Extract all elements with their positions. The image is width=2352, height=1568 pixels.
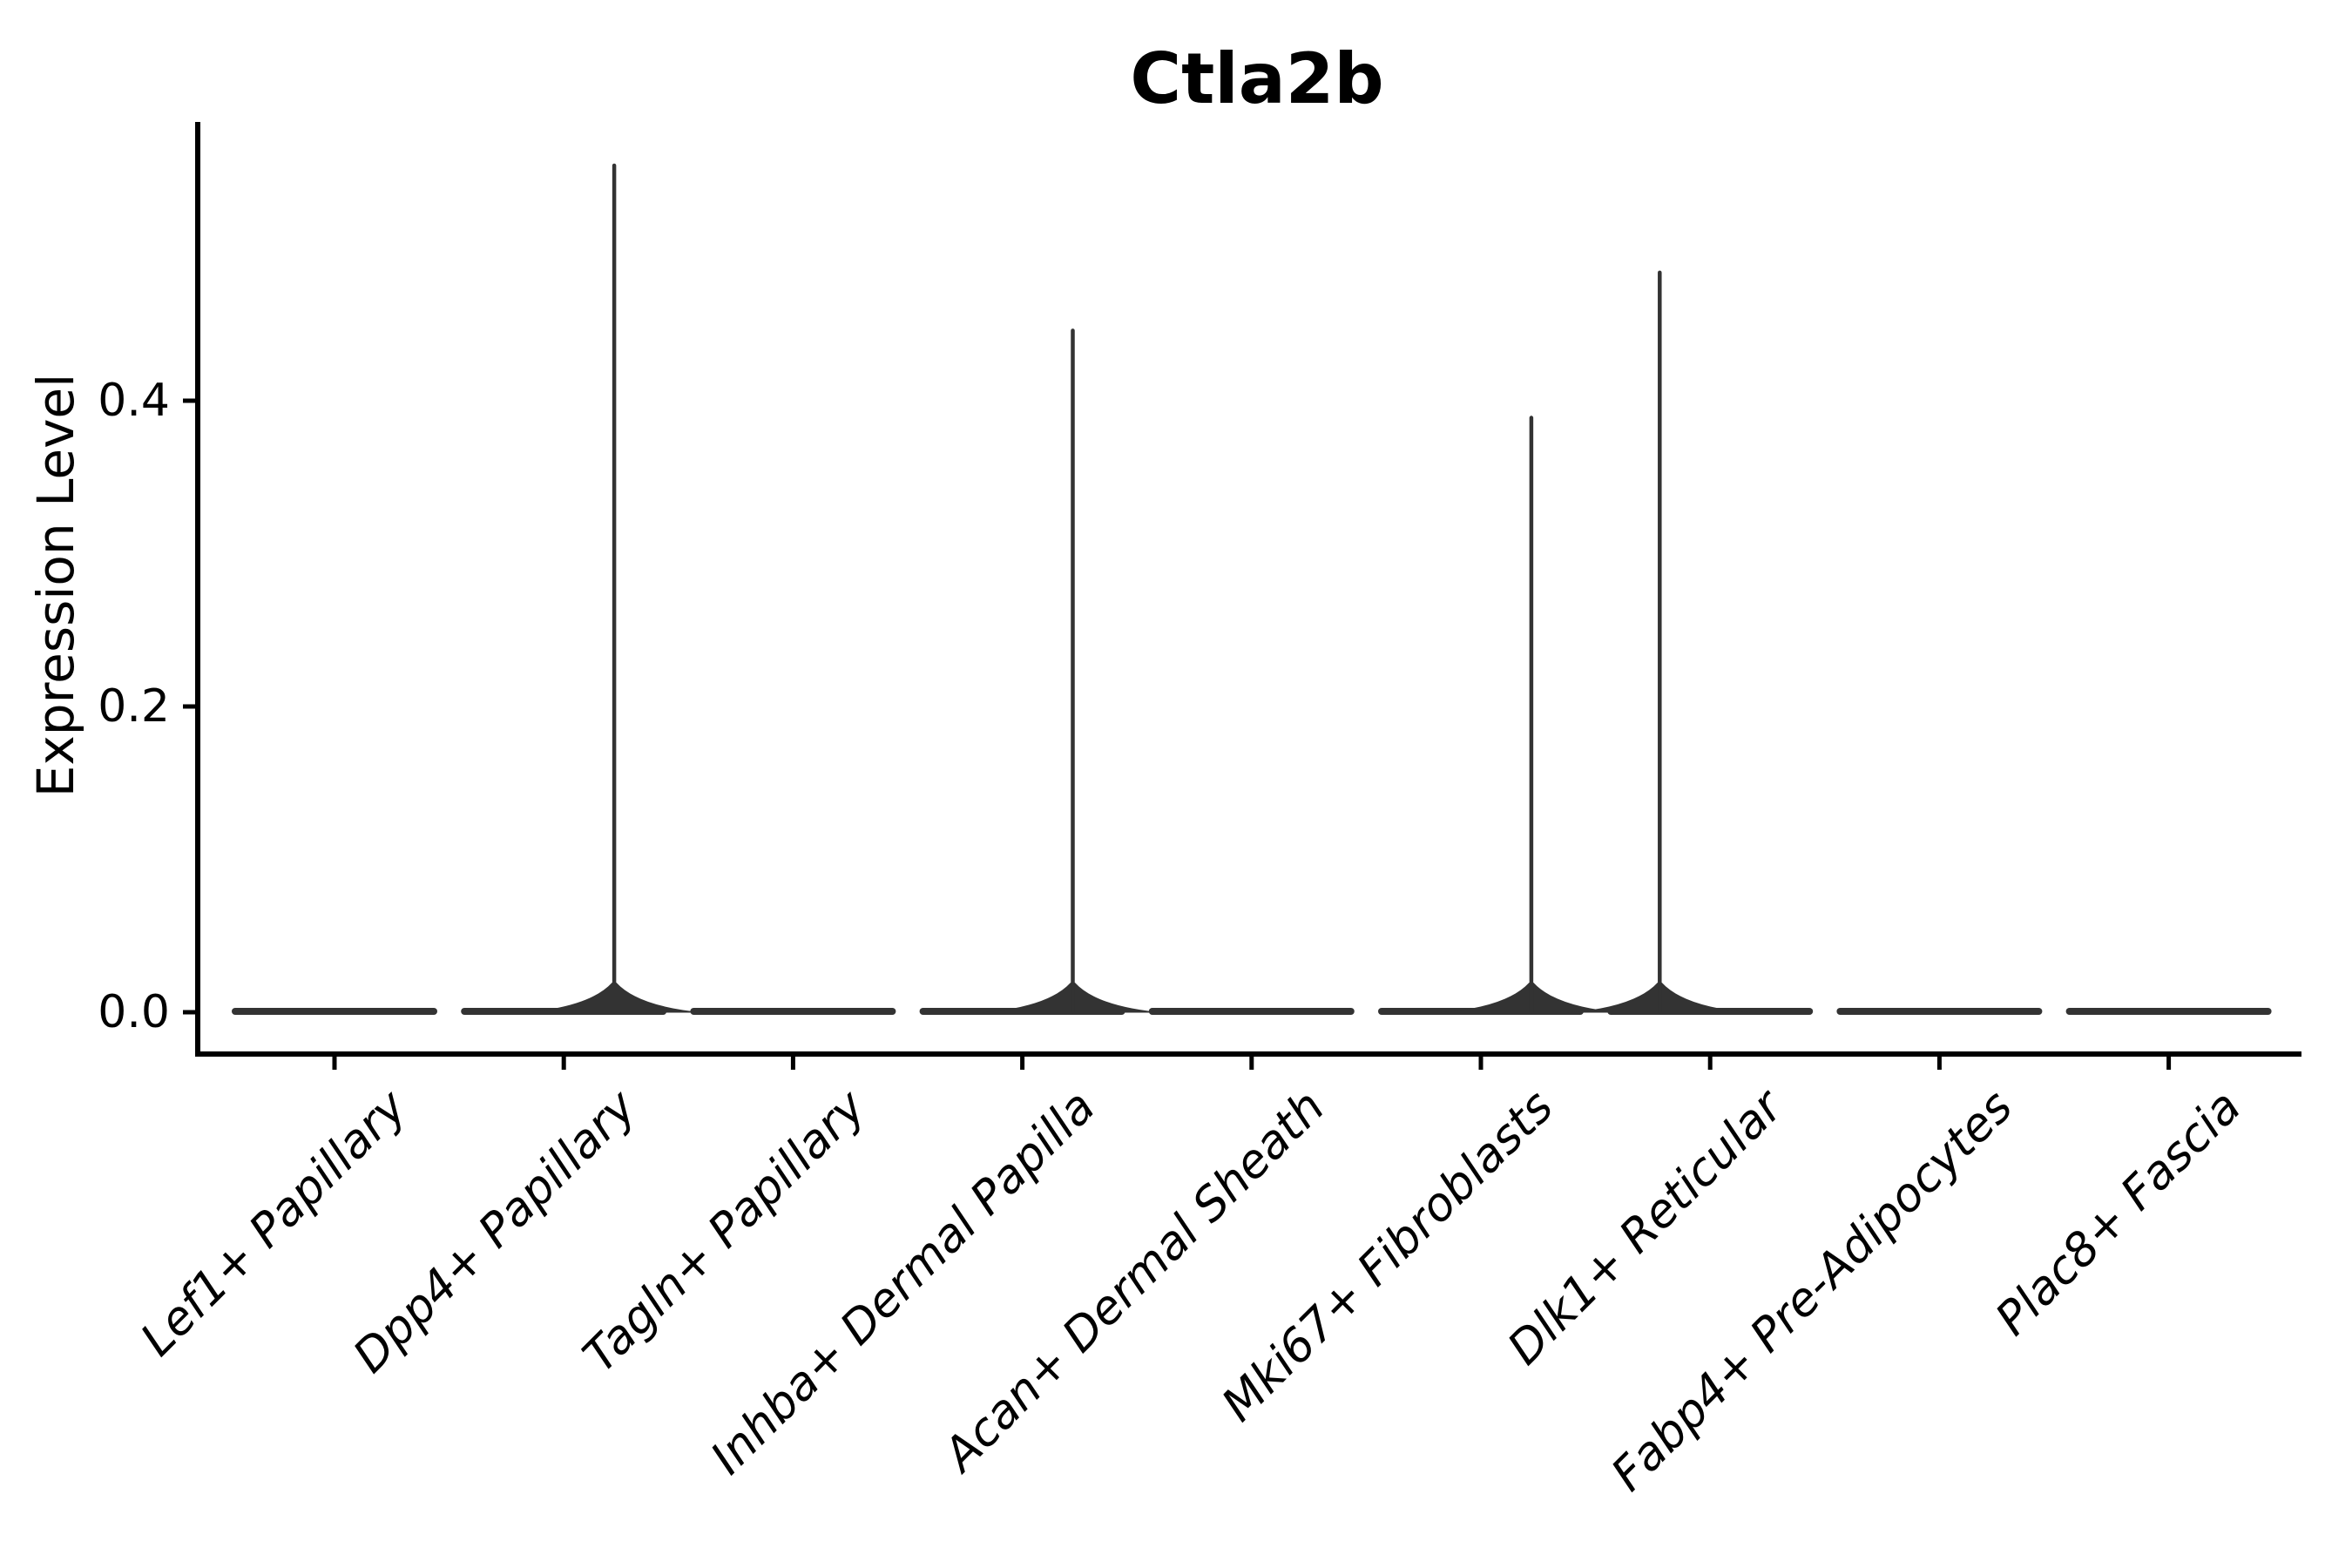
y-tick-label: 0.4 [98, 375, 170, 427]
chart-title: Ctla2b [1130, 38, 1384, 119]
y-tick-label: 0.0 [98, 986, 170, 1038]
y-tick-label: 0.2 [98, 680, 170, 733]
